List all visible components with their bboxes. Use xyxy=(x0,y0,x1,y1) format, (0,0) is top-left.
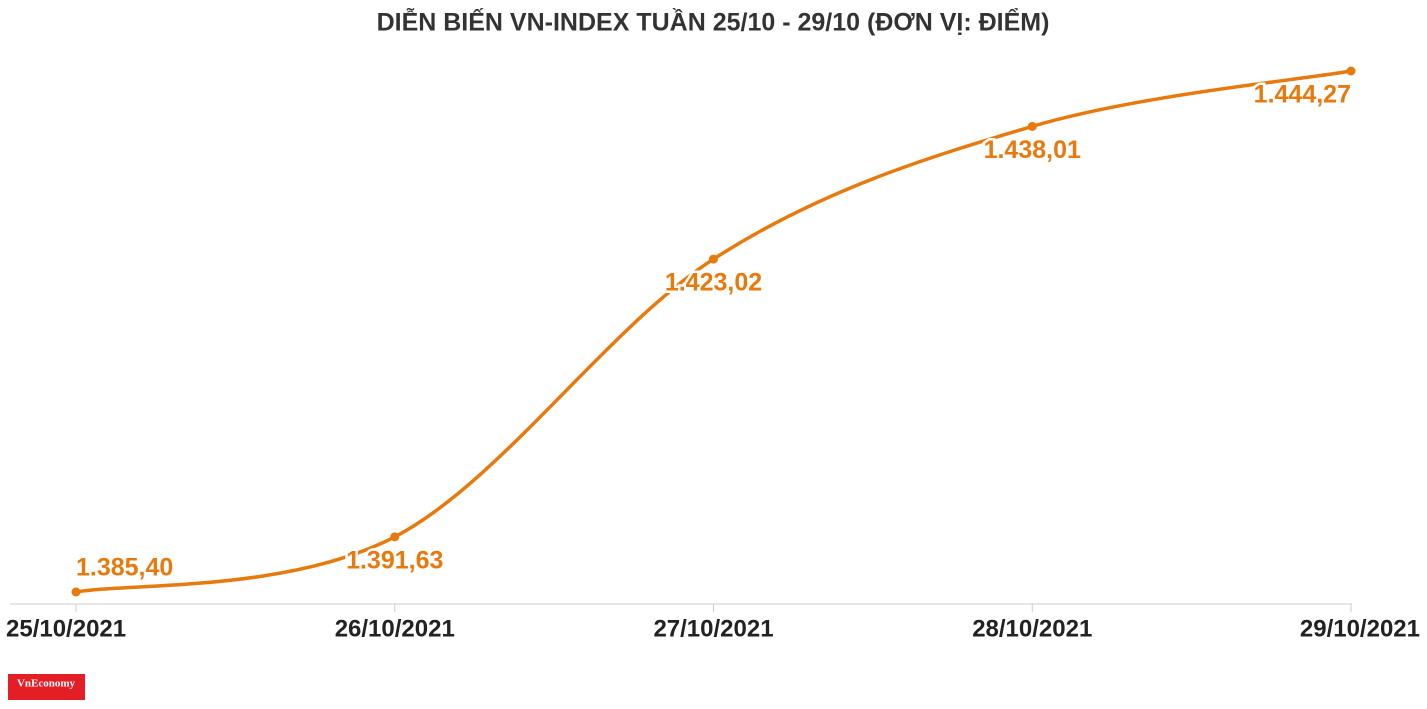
point xyxy=(390,532,400,542)
value-label: 1.444,27 xyxy=(1254,81,1351,109)
value-label: 1.423,02 xyxy=(665,269,762,297)
x-tick-label: 29/10/2021 xyxy=(1300,615,1420,642)
logo: VnEconomy xyxy=(17,678,76,690)
point xyxy=(709,254,718,264)
value-label: 1.385,40 xyxy=(76,554,173,582)
x-tick-label: 28/10/2021 xyxy=(972,615,1092,642)
logo-box xyxy=(8,674,85,700)
value-label: 1.438,01 xyxy=(984,136,1081,164)
x-tick-label: 26/10/2021 xyxy=(335,615,455,642)
x-tick-label: 25/10/2021 xyxy=(6,615,126,642)
value-label: 1.391,63 xyxy=(346,546,443,574)
line xyxy=(75,69,1352,594)
chart-title: DIỄN BIẾN VN-INDEX TUẦN 25/10 - 29/10 (Đ… xyxy=(377,7,1050,37)
point xyxy=(71,587,81,597)
x-tick-label: 27/10/2021 xyxy=(653,615,773,642)
point xyxy=(1346,66,1356,76)
point xyxy=(1027,121,1037,131)
